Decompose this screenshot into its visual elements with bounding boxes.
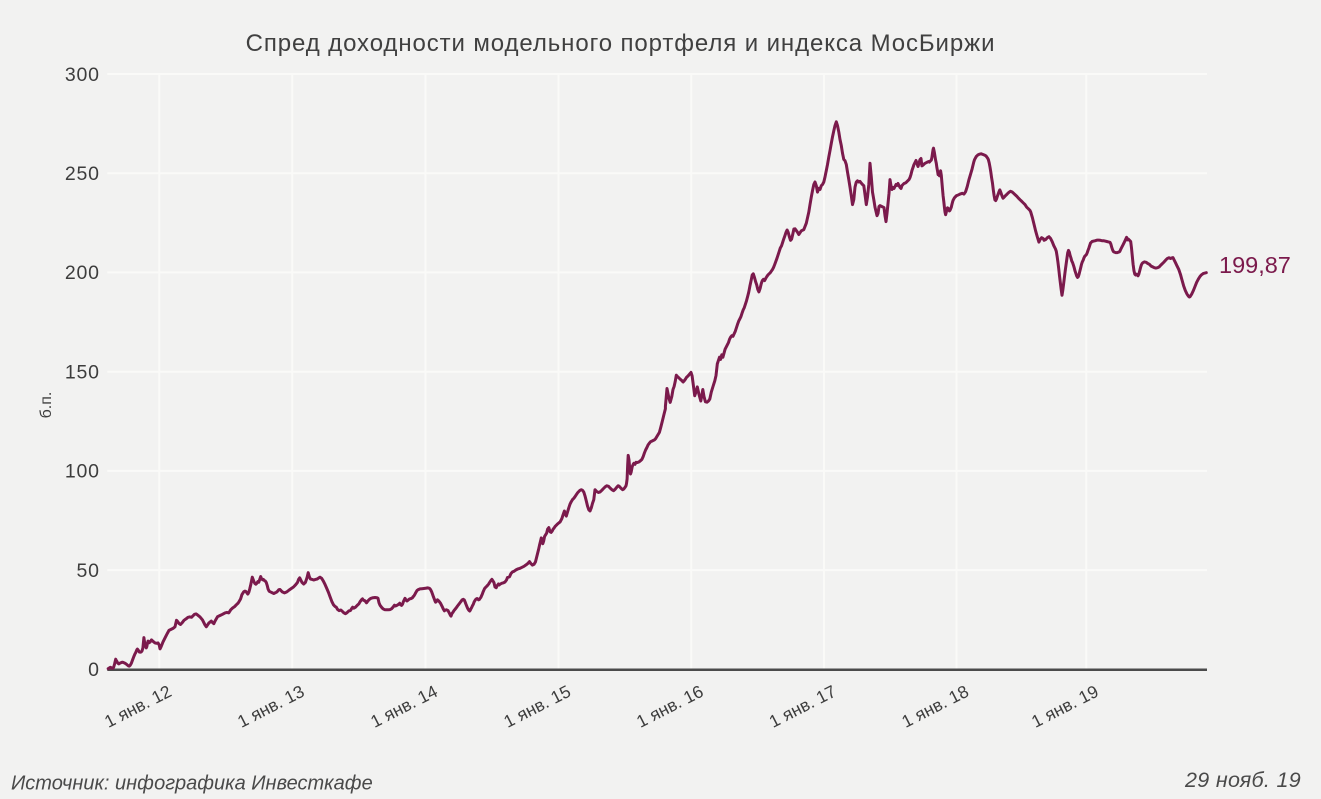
svg-text:100: 100 bbox=[65, 461, 100, 483]
svg-text:199,87: 199,87 bbox=[1219, 252, 1291, 278]
svg-text:б.п.: б.п. bbox=[38, 392, 55, 419]
svg-text:150: 150 bbox=[65, 362, 100, 384]
svg-text:0: 0 bbox=[88, 659, 100, 681]
svg-text:29 нояб. 19: 29 нояб. 19 bbox=[1184, 768, 1301, 792]
svg-text:Источник: инфографика Инвестка: Источник: инфографика Инвесткафе bbox=[11, 773, 373, 795]
svg-text:250: 250 bbox=[65, 163, 100, 185]
svg-text:Спред доходности модельного по: Спред доходности модельного портфеля и и… bbox=[246, 30, 996, 57]
svg-text:50: 50 bbox=[77, 560, 100, 582]
svg-text:300: 300 bbox=[65, 64, 100, 86]
svg-text:200: 200 bbox=[65, 262, 100, 284]
